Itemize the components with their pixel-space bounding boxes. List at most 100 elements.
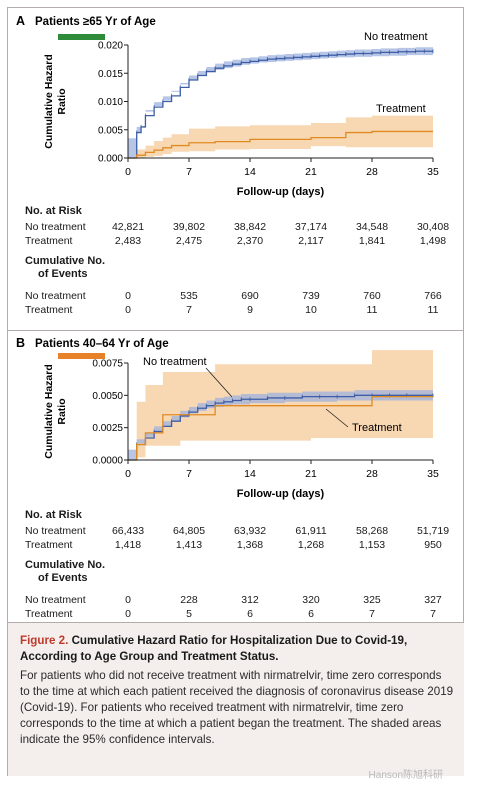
table-row: Treatment 2,483 2,475 2,370 2,117 1,841 1,498 (8, 235, 464, 249)
row-value: 7 (430, 608, 436, 620)
row-value: 2,117 (298, 235, 324, 247)
series-line-treatment (128, 395, 433, 461)
row-value: 30,408 (416, 221, 450, 233)
table-row: No treatment 42,821 39,802 38,842 37,174 34,5… (8, 221, 464, 235)
row-value: 327 (424, 594, 442, 606)
y-axis-label-line2: Ratio (56, 88, 68, 114)
row-value: 6 (308, 608, 314, 620)
row-value: 1,368 (236, 539, 264, 551)
row-value: 9 (247, 304, 253, 316)
x-tick-label: 7 (186, 166, 192, 178)
row-value: 228 (180, 594, 198, 606)
row-label: Treatment (25, 235, 73, 247)
x-tick-label: 21 (305, 468, 317, 480)
row-value: 766 (424, 290, 442, 302)
at-risk-header: No. at Risk (25, 509, 82, 521)
panel-title-bar (58, 34, 105, 40)
y-tick-label: 0.000 (98, 154, 123, 165)
row-value: 2,370 (236, 235, 264, 247)
x-tick-label: 28 (366, 166, 378, 178)
x-tick-label: 35 (427, 166, 439, 178)
row-label: No treatment (25, 221, 86, 233)
y-axis-label-line1: Cumulative Hazard (43, 364, 55, 459)
row-value: 11 (427, 304, 439, 316)
at-risk-header: No. at Risk (25, 205, 82, 217)
x-tick-label: 28 (366, 468, 378, 480)
panel-letter: A (16, 14, 25, 28)
row-value: 5 (186, 608, 192, 620)
row-label: Treatment (25, 304, 73, 316)
row-value: 0 (125, 594, 131, 606)
table-row: No treatment 0 535 690 739 760 766 (8, 290, 464, 304)
caption-title-text: Cumulative Hazard Ratio for Hospitalizat… (20, 634, 408, 663)
row-value: 1,418 (114, 539, 142, 551)
row-value: 63,932 (233, 525, 267, 537)
panel-b: B Patients 40–64 Yr of Age 0.0000 0.0025 0.0… (8, 330, 464, 622)
row-value: 7 (186, 304, 192, 316)
events-header-line1: Cumulative No. (25, 255, 106, 267)
row-value: 320 (302, 594, 320, 606)
annotation-leader-no-treatment (205, 367, 233, 398)
annotation-no-treatment: No treatment (364, 31, 428, 43)
y-axis-label-line2: Ratio (56, 398, 68, 424)
row-label: No treatment (25, 290, 86, 302)
caption-body: For patients who did not receive treatme… (20, 669, 454, 746)
annotation-treatment: Treatment (376, 103, 426, 115)
annotation-treatment: Treatment (352, 422, 402, 434)
x-axis-label: Follow-up (days) (237, 186, 325, 198)
caption-title: Figure 2. Cumulative Hazard Ratio for Ho… (20, 633, 454, 665)
y-tick-label: 0.020 (98, 41, 123, 52)
y-tick-label: 0.015 (98, 69, 123, 80)
chart-a: A Patients ≥65 Yr of Age 0.000 0.005 0.010 0.… (16, 14, 439, 198)
y-axis-label-line1: Cumulative Hazard (43, 54, 55, 149)
events-header-line1: Cumulative No. (25, 559, 106, 571)
panel-letter: B (16, 336, 25, 350)
row-value: 58,268 (355, 525, 389, 537)
panel-title: Patients 40–64 Yr of Age (35, 338, 169, 350)
row-value: 312 (241, 594, 259, 606)
row-value: 7 (369, 608, 375, 620)
row-value: 325 (363, 594, 381, 606)
row-label: Treatment (25, 539, 73, 551)
events-header-line2: of Events (38, 268, 88, 280)
x-axis-label: Follow-up (days) (237, 488, 325, 500)
row-value: 690 (241, 290, 259, 302)
row-value: 1,841 (358, 235, 386, 247)
y-tick-label: 0.0000 (92, 456, 123, 467)
x-tick-label: 7 (186, 468, 192, 480)
x-tick-label: 0 (125, 468, 131, 480)
row-label: No treatment (25, 525, 86, 537)
row-value: 34,548 (355, 221, 389, 233)
row-value: 10 (305, 304, 317, 316)
row-value: 61,911 (295, 525, 327, 537)
row-value: 39,802 (172, 221, 206, 233)
row-value: 0 (125, 608, 131, 620)
x-tick-label: 35 (427, 468, 439, 480)
row-value: 950 (424, 539, 442, 551)
row-value: 1,498 (419, 235, 447, 247)
row-value: 0 (125, 290, 131, 302)
row-value: 51,719 (416, 525, 450, 537)
row-value: 1,153 (358, 539, 386, 551)
watermark: Hanson陈旭科研 (368, 770, 443, 781)
annotation-no-treatment: No treatment (143, 356, 207, 368)
x-tick-label: 14 (244, 166, 256, 178)
row-value: 535 (180, 290, 198, 302)
row-value: 739 (302, 290, 320, 302)
panel-a: A Patients ≥65 Yr of Age 0.000 0.005 0.010 0.… (8, 8, 464, 329)
panel-title-bar (58, 353, 105, 359)
y-tick-label: 0.0025 (92, 423, 123, 434)
chart-b: B Patients 40–64 Yr of Age 0.0000 0.0025 0.0… (16, 336, 439, 500)
figure-caption: Figure 2. Cumulative Hazard Ratio for Ho… (8, 622, 464, 776)
row-value: 1,268 (297, 539, 325, 551)
row-label: No treatment (25, 594, 86, 606)
row-value: 1,413 (175, 539, 203, 551)
table-row: No treatment 66,433 64,805 63,932 61,911 58,2… (8, 525, 464, 539)
x-tick-label: 14 (244, 468, 256, 480)
row-value: 42,821 (111, 221, 145, 233)
row-value: 37,174 (294, 221, 328, 233)
y-tick-label: 0.010 (98, 97, 123, 108)
row-value: 66,433 (111, 525, 145, 537)
ci-band-treatment (128, 115, 433, 158)
figure-label: Figure 2. (20, 634, 69, 647)
